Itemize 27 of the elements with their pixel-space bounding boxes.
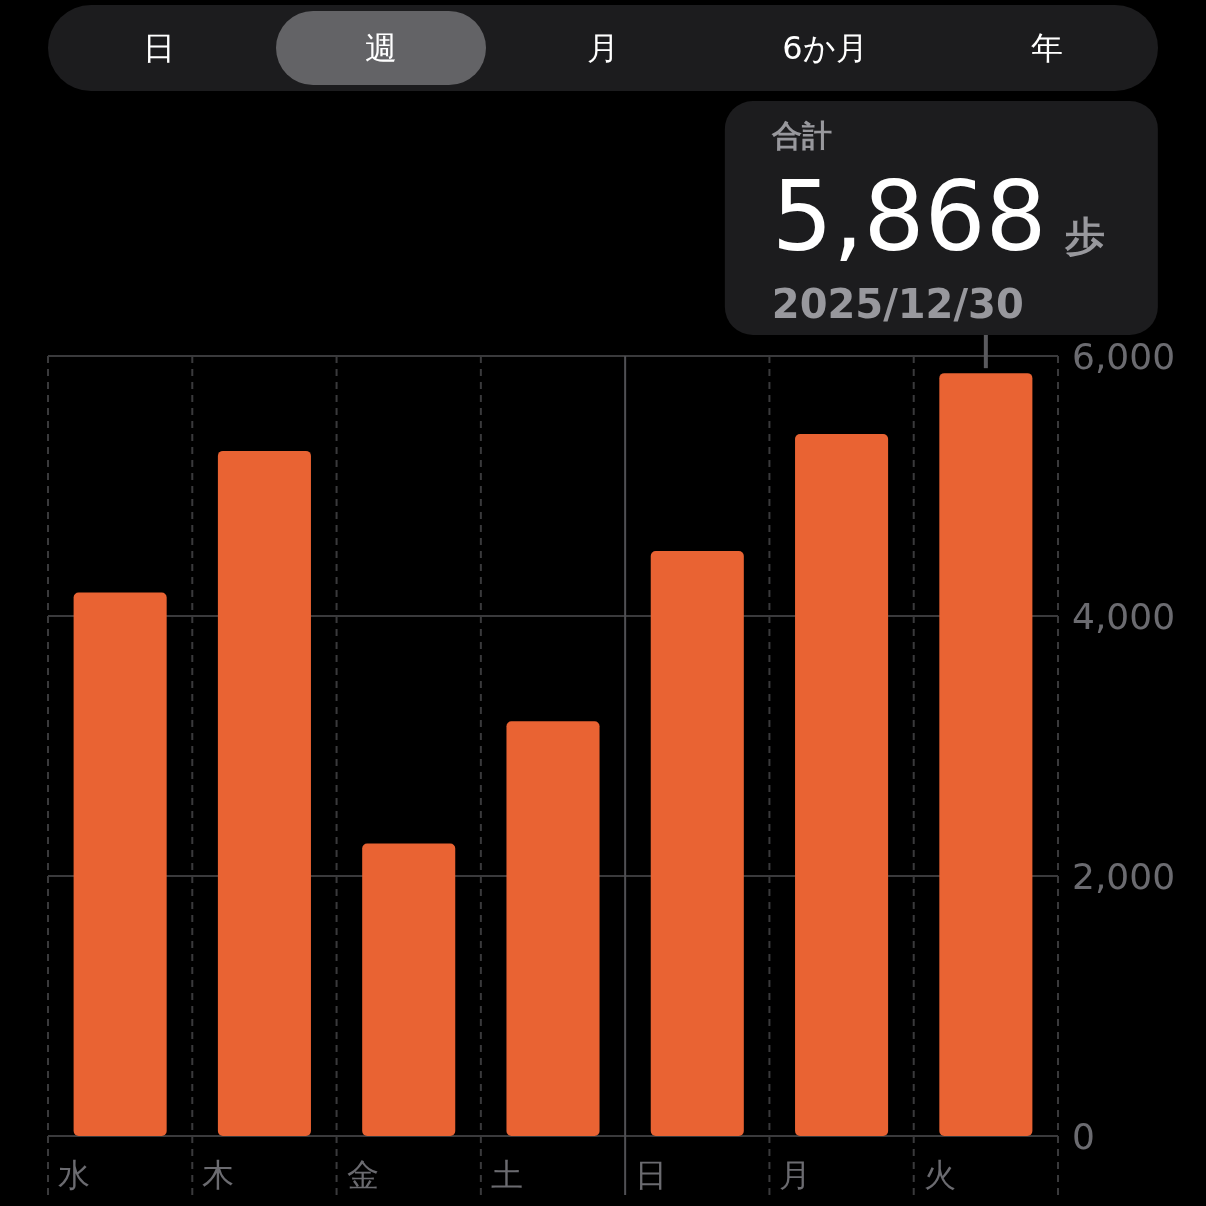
text: 2025/12/30	[771, 281, 1024, 327]
x-tick-label: 水	[58, 1156, 90, 1194]
text: 合計	[770, 118, 832, 153]
x-tick-label: 月	[779, 1156, 812, 1194]
bar	[939, 373, 1033, 1136]
annotation: 5,868	[771, 161, 1047, 273]
bar	[217, 450, 311, 1136]
text: 月	[587, 29, 619, 67]
y-tick-label: 0	[1072, 1115, 1095, 1157]
x-tick-label: 土	[490, 1156, 523, 1194]
x-tick-label: 木	[202, 1156, 235, 1194]
bar	[506, 721, 600, 1136]
bar	[73, 592, 167, 1136]
text: 6か月	[782, 29, 868, 67]
text: 年	[1031, 29, 1063, 67]
text: 週	[365, 29, 397, 67]
bar	[795, 434, 889, 1136]
y-tick-label: 4,000	[1072, 595, 1176, 637]
bar	[650, 551, 744, 1136]
text: 日	[143, 29, 175, 67]
y-tick-label: 6,000	[1072, 335, 1176, 377]
x-tick-label: 日	[635, 1156, 668, 1194]
bar	[362, 843, 456, 1136]
text: 歩	[1063, 213, 1105, 259]
y-tick-label: 2,000	[1072, 855, 1176, 897]
x-tick-label: 火	[923, 1156, 956, 1194]
x-tick-label: 金	[346, 1156, 379, 1194]
